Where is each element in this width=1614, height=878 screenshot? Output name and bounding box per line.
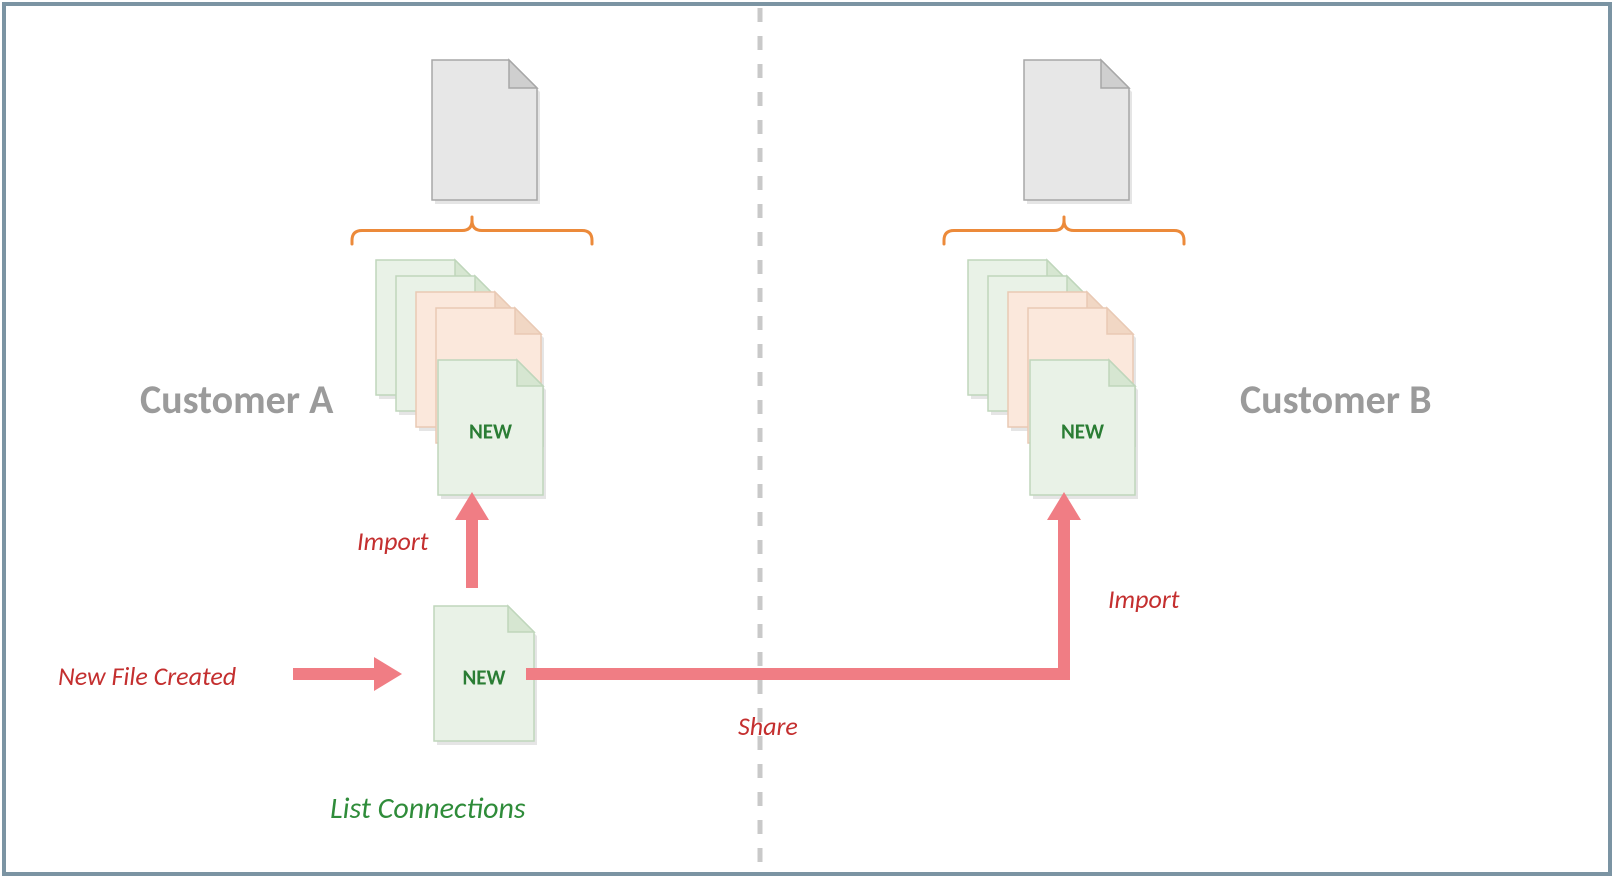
- master-doc-b-icon: [1024, 60, 1132, 204]
- doc-stack-a-item-3-icon: [436, 308, 544, 447]
- label-customer-a: Customer A: [140, 375, 333, 424]
- diagram-svg: NEW NEW NEW: [0, 0, 1614, 878]
- diagram-canvas: NEW NEW NEW Customer A Customer B New File…: [0, 0, 1614, 878]
- master-doc-a-icon: [432, 60, 540, 204]
- label-import-b: Import: [1108, 583, 1179, 615]
- svg-text:NEW: NEW: [462, 664, 505, 690]
- doc-stack-b-item-1-icon: [988, 276, 1096, 415]
- doc-stack-a-item-0-icon: [376, 260, 484, 399]
- label-import-a: Import: [357, 525, 428, 557]
- doc-stack-a-item-2-icon: [416, 292, 524, 431]
- doc-stack-b-item-2-icon: [1008, 292, 1116, 431]
- label-share: Share: [738, 710, 798, 742]
- doc-stack-b-item-3-icon: [1028, 308, 1136, 447]
- label-customer-b: Customer B: [1240, 375, 1431, 424]
- svg-text:NEW: NEW: [1061, 418, 1104, 444]
- label-list-connections: List Connections: [330, 790, 526, 827]
- doc-stack-a-item-1-icon: [396, 276, 504, 415]
- doc-stack-a-item-4-icon: NEW: [438, 360, 546, 499]
- label-new-file-created: New File Created: [58, 660, 236, 692]
- doc-stack-b-item-4-icon: NEW: [1030, 360, 1138, 499]
- new-file-icon: NEW: [434, 606, 537, 745]
- svg-text:NEW: NEW: [469, 418, 512, 444]
- doc-stack-b-item-0-icon: [968, 260, 1076, 399]
